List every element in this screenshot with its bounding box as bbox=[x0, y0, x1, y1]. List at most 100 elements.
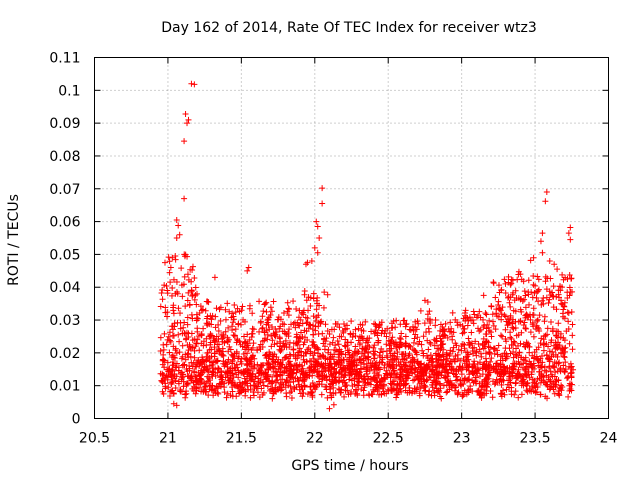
data-point bbox=[284, 308, 291, 315]
data-point bbox=[440, 364, 447, 371]
data-point bbox=[498, 316, 505, 323]
data-point bbox=[437, 321, 444, 328]
data-point bbox=[501, 312, 508, 319]
data-point bbox=[244, 382, 251, 389]
data-point bbox=[509, 320, 516, 327]
data-point bbox=[327, 368, 334, 375]
data-point bbox=[182, 356, 189, 363]
data-point bbox=[360, 352, 367, 359]
data-point bbox=[319, 200, 326, 207]
data-point bbox=[499, 333, 506, 340]
data-point bbox=[236, 390, 243, 397]
data-point bbox=[480, 292, 487, 299]
data-point bbox=[522, 292, 529, 299]
data-point bbox=[349, 333, 356, 340]
data-point bbox=[550, 352, 557, 359]
data-point bbox=[514, 276, 521, 283]
data-point bbox=[393, 317, 400, 324]
data-point bbox=[452, 340, 459, 347]
data-point bbox=[512, 380, 519, 387]
data-point bbox=[507, 303, 514, 310]
data-point bbox=[338, 367, 345, 374]
data-point bbox=[266, 349, 273, 356]
data-point bbox=[467, 383, 474, 390]
data-point bbox=[181, 138, 188, 145]
data-point bbox=[235, 355, 242, 362]
data-point bbox=[411, 347, 418, 354]
data-point bbox=[515, 295, 522, 302]
data-point bbox=[191, 336, 198, 343]
data-point bbox=[510, 316, 517, 323]
data-point bbox=[393, 373, 400, 380]
data-point bbox=[474, 388, 481, 395]
data-point bbox=[402, 359, 409, 366]
data-point bbox=[464, 376, 471, 383]
data-point bbox=[559, 271, 566, 278]
data-point bbox=[302, 314, 309, 321]
data-point bbox=[381, 364, 388, 371]
data-point bbox=[353, 387, 360, 394]
data-point bbox=[328, 364, 335, 371]
data-point bbox=[368, 328, 375, 335]
data-point bbox=[238, 307, 245, 314]
data-point bbox=[569, 346, 576, 353]
data-point bbox=[535, 287, 542, 294]
data-point bbox=[358, 326, 365, 333]
data-point bbox=[407, 327, 414, 334]
data-point bbox=[292, 324, 299, 331]
data-point bbox=[527, 257, 534, 264]
data-point bbox=[440, 382, 447, 389]
data-point bbox=[410, 339, 417, 346]
data-point bbox=[269, 356, 276, 363]
data-point bbox=[414, 334, 421, 341]
data-point bbox=[263, 327, 270, 334]
data-point bbox=[533, 346, 540, 353]
data-point bbox=[389, 324, 396, 331]
data-point bbox=[285, 359, 292, 366]
data-point bbox=[330, 334, 337, 341]
data-point bbox=[230, 316, 237, 323]
data-point bbox=[504, 294, 511, 301]
data-point bbox=[304, 373, 311, 380]
data-point bbox=[215, 328, 222, 335]
data-point bbox=[294, 349, 301, 356]
data-point bbox=[543, 352, 550, 359]
data-point bbox=[427, 341, 434, 348]
data-point bbox=[535, 276, 542, 283]
data-point bbox=[543, 368, 550, 375]
data-point bbox=[191, 275, 198, 282]
data-point bbox=[176, 349, 183, 356]
data-point bbox=[480, 335, 487, 342]
data-point bbox=[394, 349, 401, 356]
data-point bbox=[258, 385, 265, 392]
data-point bbox=[430, 358, 437, 365]
data-point bbox=[418, 341, 425, 348]
data-point bbox=[217, 369, 224, 376]
data-point bbox=[472, 338, 479, 345]
data-point bbox=[355, 349, 362, 356]
data-point bbox=[500, 364, 507, 371]
data-point bbox=[384, 386, 391, 393]
data-point bbox=[425, 346, 432, 353]
data-point bbox=[489, 311, 496, 318]
data-point bbox=[387, 338, 394, 345]
data-point bbox=[551, 261, 558, 268]
data-point bbox=[334, 337, 341, 344]
data-point bbox=[177, 325, 184, 332]
data-point bbox=[288, 367, 295, 374]
data-point bbox=[322, 374, 329, 381]
data-point bbox=[270, 368, 277, 375]
data-point bbox=[561, 348, 568, 355]
data-point bbox=[518, 378, 525, 385]
data-point bbox=[361, 346, 368, 353]
data-point bbox=[320, 364, 327, 371]
data-point bbox=[464, 322, 471, 329]
data-point bbox=[536, 312, 543, 319]
data-point bbox=[377, 378, 384, 385]
data-point bbox=[394, 342, 401, 349]
data-point bbox=[483, 331, 490, 338]
data-point bbox=[419, 347, 426, 354]
data-point bbox=[226, 369, 233, 376]
data-point bbox=[266, 314, 273, 321]
data-point bbox=[346, 351, 353, 358]
